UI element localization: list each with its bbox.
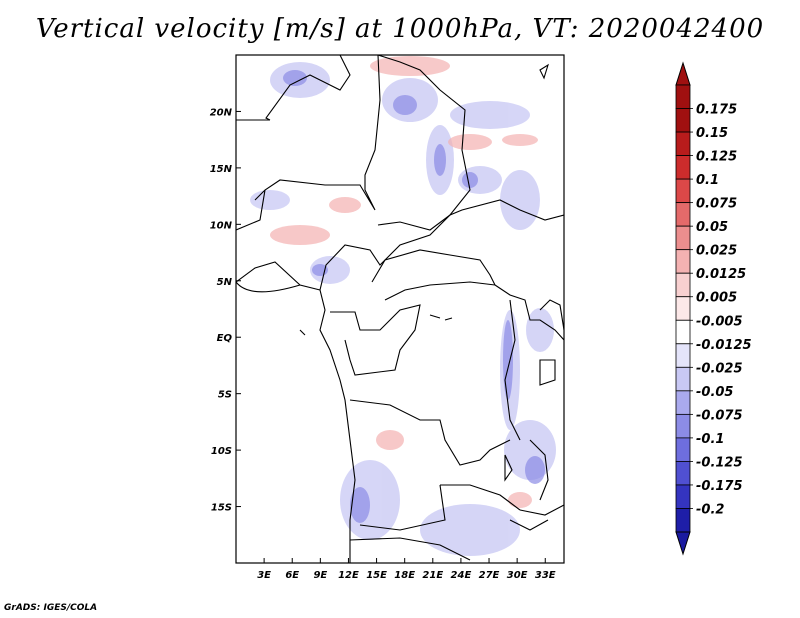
colorbar-label: -0.0125 [696,338,752,353]
colorbar-swatch [675,249,691,274]
lat-tick-label: 5N [217,277,233,288]
colorbar-swatch [675,131,691,156]
colorbar-swatch [675,178,691,204]
colorbar-swatch [675,461,691,486]
colorbar: 0.175 0.15 0.125 0.1 0.075 0.05 0.025 0.0125 0.0… [675,61,752,556]
colorbar-swatch [675,108,691,133]
lon-tick-label: 33E [535,570,556,581]
lon-tick-label: 6E [285,570,299,581]
lon-tick-label: 12E [338,570,359,581]
colorbar-label: 0.075 [696,197,737,212]
lon-tick-label: 15E [366,570,387,581]
colorbar-label: -0.025 [696,361,743,376]
colorbar-swatch [675,202,691,227]
plot-title: Vertical velocity [m/s] at 1000hPa, VT: … [35,14,765,44]
colorbar-swatch [675,366,691,392]
lat-tick-label: 5S [218,390,232,401]
colorbar-label: 0.05 [696,220,728,235]
lon-tick-label: 18E [394,570,415,581]
lon-tick-label: 3E [257,570,271,581]
lon-tick-label: 9E [313,570,327,581]
lat-tick-label: 10S [211,446,232,457]
latitude-axis: 20N 15N 10N 5N EQ 5S 10S 15S [210,107,241,514]
colorbar-label: -0.05 [696,385,733,400]
colorbar-label: 0.125 [696,150,737,165]
colorbar-swatch [675,272,691,298]
grads-credit: GrADS: IGES/COLA [4,603,98,613]
colorbar-swatch [675,437,691,462]
colorbar-swatch [675,484,691,509]
lon-tick-label: 27E [479,570,500,581]
colorbar-swatch [675,413,691,439]
colorbar-label: -0.125 [696,455,743,470]
colorbar-label: -0.1 [696,432,724,447]
colorbar-label: 0.15 [696,126,728,141]
colorbar-label: 0.0125 [696,267,746,282]
colorbar-swatch [675,296,691,321]
map-frame [235,54,565,564]
colorbar-label: -0.075 [696,408,743,423]
vertical-velocity-shading [250,56,556,556]
colorbar-swatch [675,84,691,109]
lon-tick-label: 24E [451,570,472,581]
lat-tick-label: EQ [217,333,233,344]
colorbar-bottom-arrow [675,531,691,556]
colorbar-swatch [675,319,691,345]
colorbar-label: -0.175 [696,479,743,494]
colorbar-label: 0.025 [696,244,737,259]
colorbar-swatch [675,508,691,533]
colorbar-label: -0.2 [696,502,724,517]
longitude-axis: 3E 6E 9E 12E 15E 18E 21E 24E 27E 30E 33E [257,558,556,581]
lon-tick-label: 30E [507,570,528,581]
lat-tick-label: 20N [210,107,233,118]
colorbar-top-arrow [675,61,691,86]
colorbar-swatch [675,343,691,368]
country-borders [236,55,564,563]
colorbar-swatch [675,225,691,251]
colorbar-label: 0.175 [696,103,737,118]
colorbar-label: -0.005 [696,314,743,329]
colorbar-label: 0.1 [696,173,719,188]
lat-tick-label: 15S [211,503,232,514]
lat-tick-label: 10N [210,220,233,231]
lon-tick-label: 21E [422,570,443,581]
colorbar-swatch [675,390,691,415]
colorbar-swatch [675,155,691,180]
lat-tick-label: 15N [210,164,233,175]
colorbar-label: 0.005 [696,291,737,306]
